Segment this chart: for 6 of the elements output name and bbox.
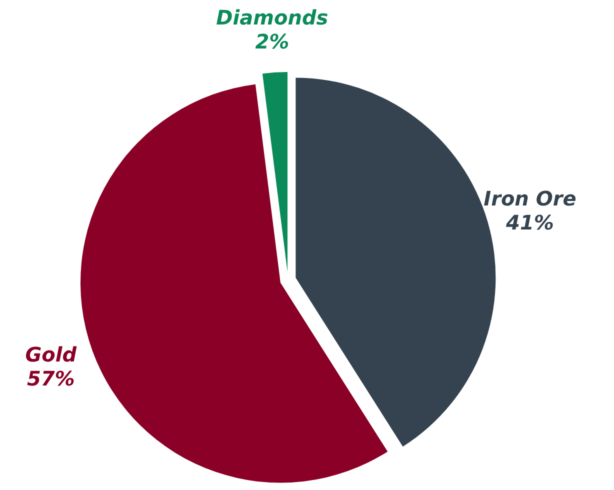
slice-label: Iron Ore <box>484 186 576 211</box>
data-label: 41% <box>505 210 554 235</box>
slice-label: Gold <box>25 342 78 366</box>
data-label: 2% <box>255 29 290 54</box>
slice-label: Diamonds <box>216 5 328 30</box>
data-label: 57% <box>26 366 75 390</box>
